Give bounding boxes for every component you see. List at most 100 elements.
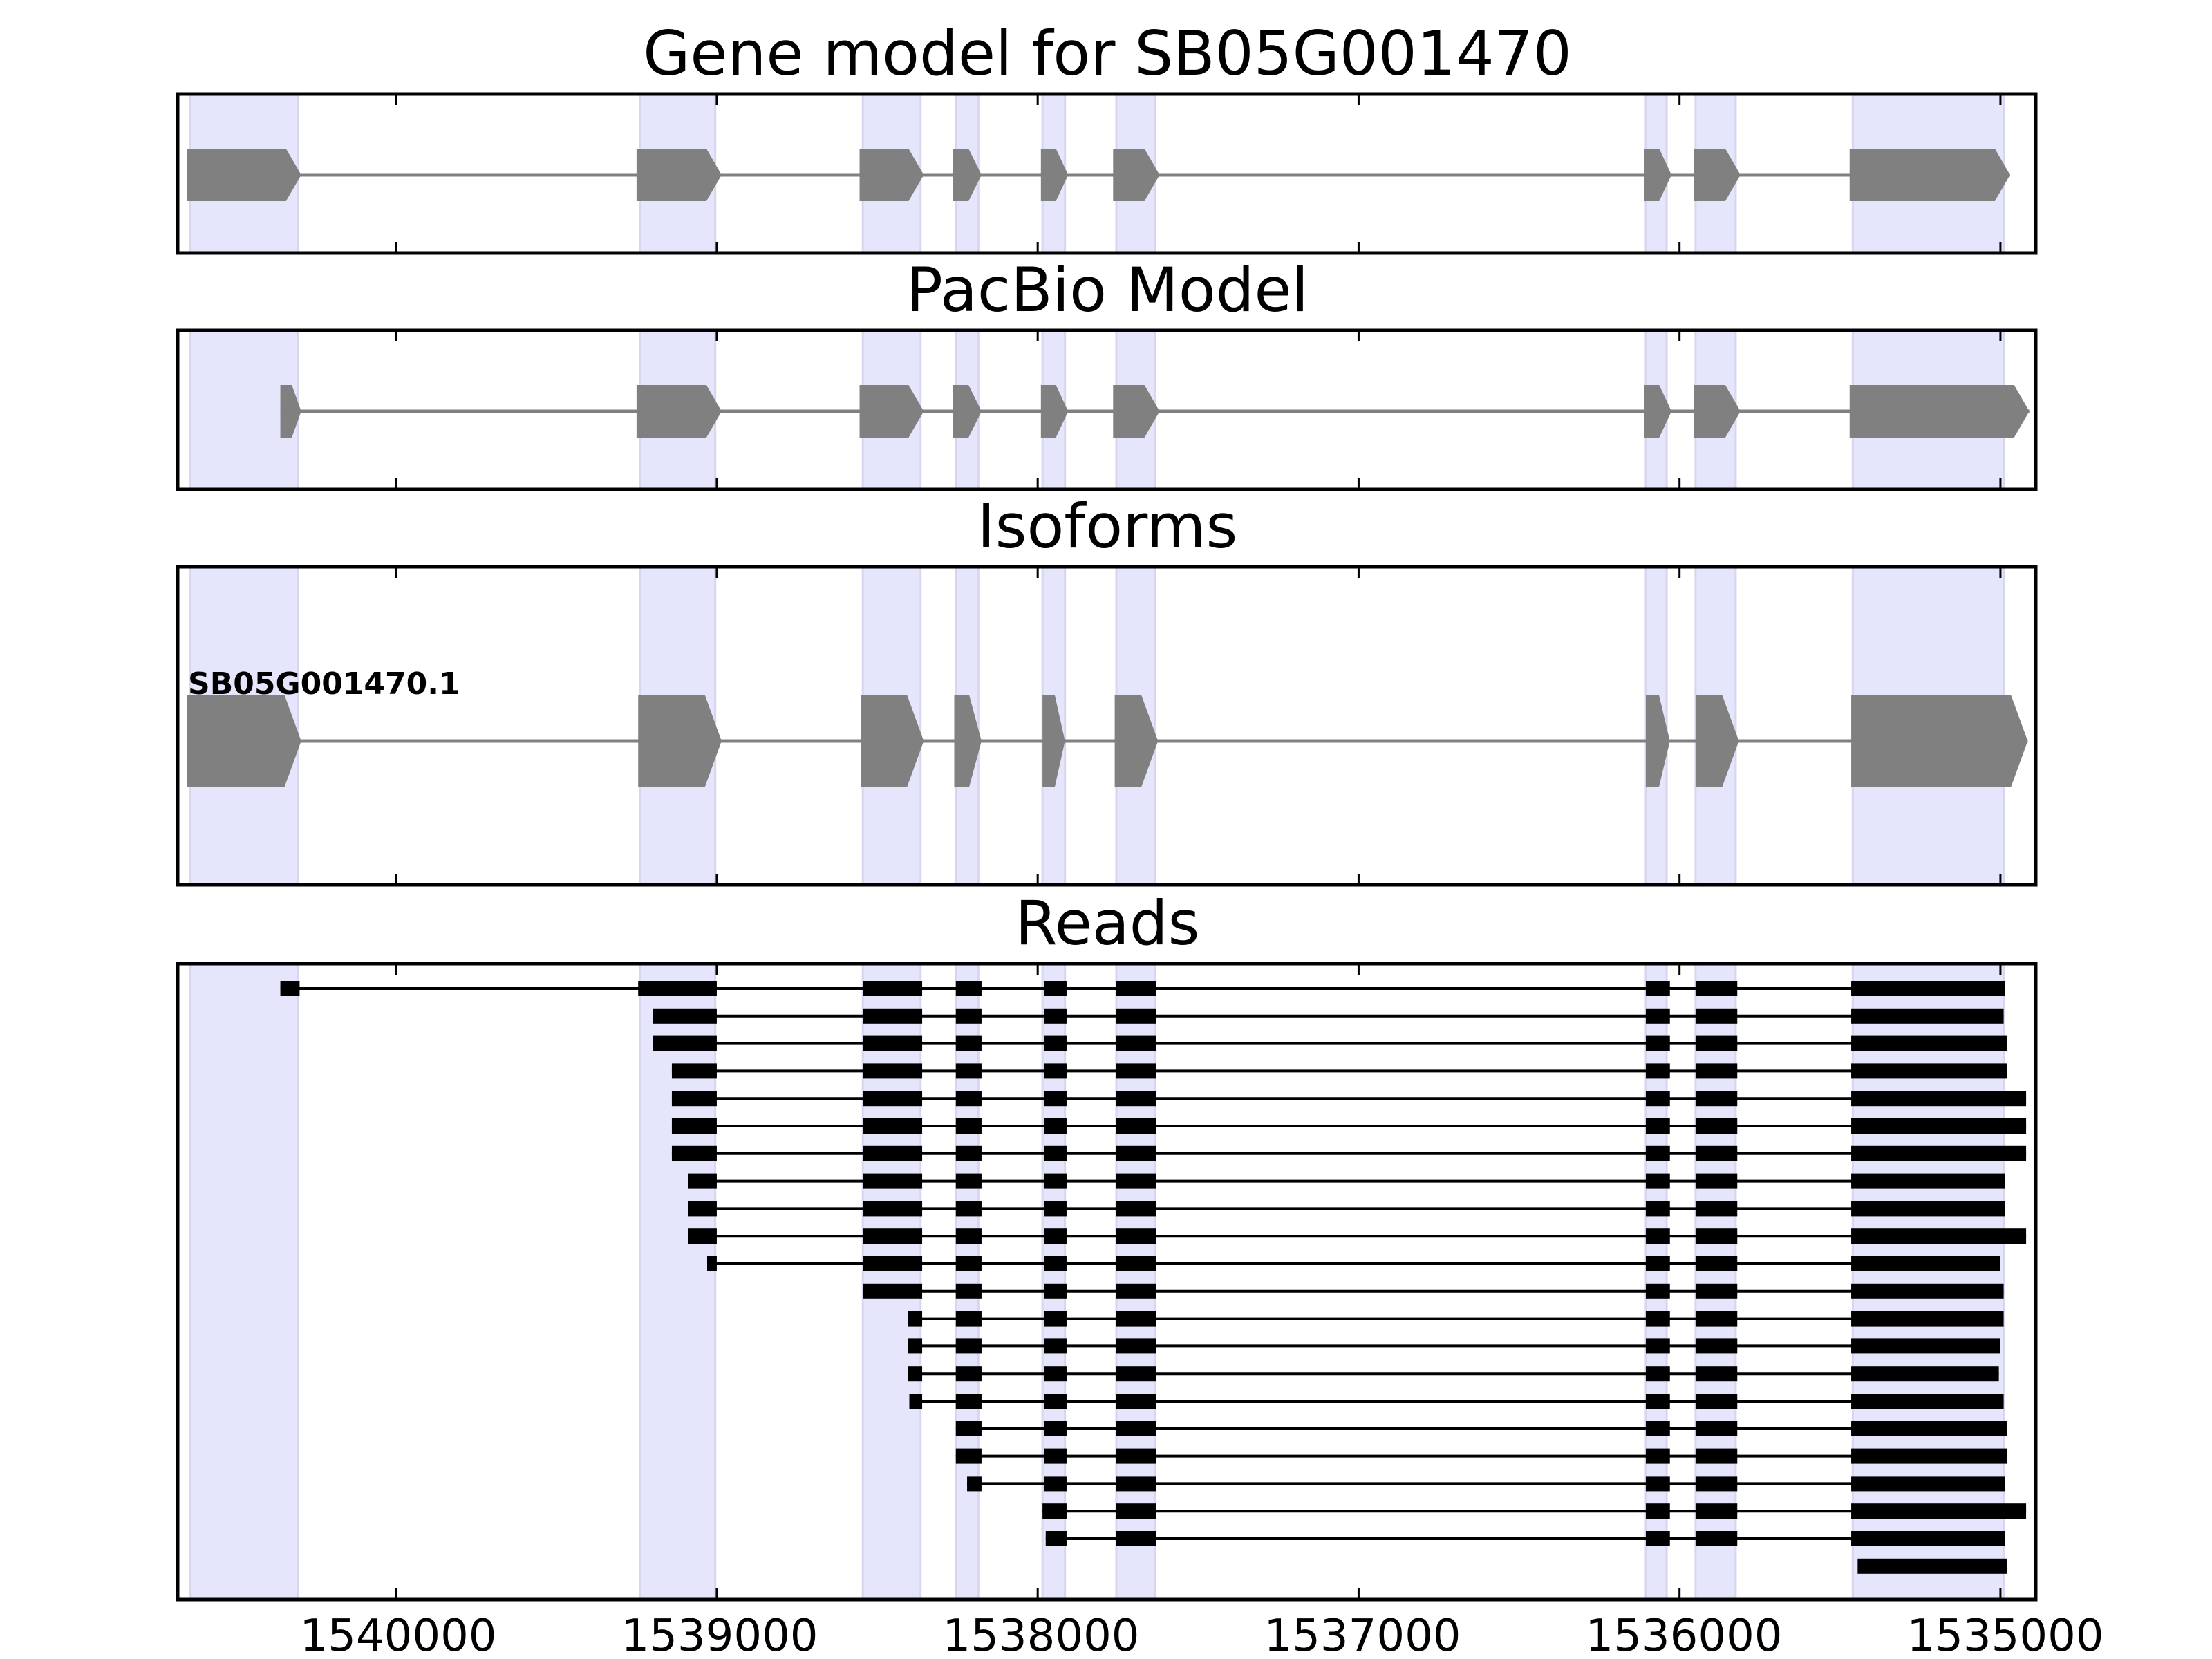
read-exon-block [1851,1338,2000,1354]
read-exon-block [1695,1421,1738,1436]
read-exon-block [1116,1394,1156,1409]
exon-block [1695,695,1739,787]
read-exon-block [653,1035,717,1051]
read [1045,1531,2005,1546]
read-exon-block [1695,1366,1738,1382]
read-exon-block [688,1201,717,1217]
read-exon-block [1044,1228,1067,1244]
read-exon-block [1116,1366,1156,1382]
read-exon-block [1044,1338,1067,1354]
read-exon-block [955,1145,982,1161]
read-exon-block [1851,1448,2007,1464]
read-exon-block [863,1228,923,1244]
read-exon-block [1116,1228,1156,1244]
read-exon-block [1044,1145,1067,1161]
read-exon-block [1116,1256,1156,1271]
read-exon-block [1695,1283,1738,1299]
read-exon-block [1851,1421,2007,1436]
read-exon-block [1695,1201,1738,1217]
exon-block [1849,149,2010,201]
read [707,1256,2000,1271]
read-exon-block [1044,981,1067,996]
read-exon-block [1645,1145,1670,1161]
read-exon-block [1645,1035,1670,1051]
read-exon-block [1645,1476,1670,1492]
read-exon-block [1857,1558,2007,1574]
read-exon-block [653,1008,717,1024]
read-exon-block [1044,1035,1067,1051]
x-tick-label: 1537000 [1264,1611,1461,1659]
read-exon-block [1851,1283,2004,1299]
panel-title-reads: Reads [1015,888,1200,959]
read-exon-block [1851,1394,2004,1409]
read-exon-block [955,1035,982,1051]
exon-block [280,385,301,438]
read-exon-block [1044,1118,1067,1134]
exon-highlight-band [639,962,717,1601]
read [1042,1503,2027,1519]
read-exon-block [1695,1311,1738,1327]
read [653,1035,2007,1051]
exon-block [636,149,722,201]
read-exon-block [1116,1063,1156,1079]
read-exon-block [1851,981,2005,996]
read-exon-block [863,1035,923,1051]
read-exon-block [955,1173,982,1189]
axes-frame [176,328,2038,491]
read-exon-block [671,1091,717,1107]
exon-block [954,695,982,787]
read-exon-block [863,1091,923,1107]
read-exon-block [1044,1421,1067,1436]
read [967,1476,2005,1492]
read-exon-block [863,1201,923,1217]
panel-title-gene-model: Gene model for SB05G001470 [643,18,1572,89]
exon-block [636,385,722,438]
exon-block [953,149,982,201]
read-exon-block [671,1145,717,1161]
read-exon-block [1116,1283,1156,1299]
exon-block [187,149,301,201]
exon-block [859,149,924,201]
read-exon-block [908,1338,923,1354]
read-exon-block [1116,1503,1156,1519]
read-exon-block [1645,1063,1670,1079]
read [671,1063,2007,1079]
axes-frame [176,92,2038,255]
read-exon-block [863,1063,923,1079]
read-exon-block [1116,1091,1156,1107]
read-exon-block [955,1228,982,1244]
read-exon-block [1044,1311,1067,1327]
exon-block [1040,149,1069,201]
read-exon-block [967,1476,982,1492]
read [280,981,2005,996]
x-tick-label: 1540000 [299,1611,496,1659]
read [688,1201,2005,1217]
read-exon-block [863,1283,923,1299]
read-exon-block [1645,1448,1670,1464]
read [688,1173,2005,1189]
exon-block [1694,385,1741,438]
read-exon-block [1116,1421,1156,1436]
read-exon-block [1695,1476,1738,1492]
read-exon-block [1116,1118,1156,1134]
read-exon-block [955,1421,982,1436]
read-exon-block [863,1145,923,1161]
read-exon-block [1116,1145,1156,1161]
read-exon-block [1851,1256,2000,1271]
read-exon-block [1116,1476,1156,1492]
exon-block [1113,149,1160,201]
read-exon-block [863,1173,923,1189]
read [688,1228,2027,1244]
exon-block [859,385,924,438]
read [653,1008,2004,1024]
read-exon-block [1851,1118,2027,1134]
read-exon-block [1695,1531,1738,1546]
read-exon-block [1645,1421,1670,1436]
read-exon-block [1044,1173,1067,1189]
read-exon-block [955,1201,982,1217]
x-tick-label: 1535000 [1906,1611,2103,1659]
read-exon-block [1044,1256,1067,1271]
read-exon-block [1044,1366,1067,1382]
exon-block [953,385,982,438]
